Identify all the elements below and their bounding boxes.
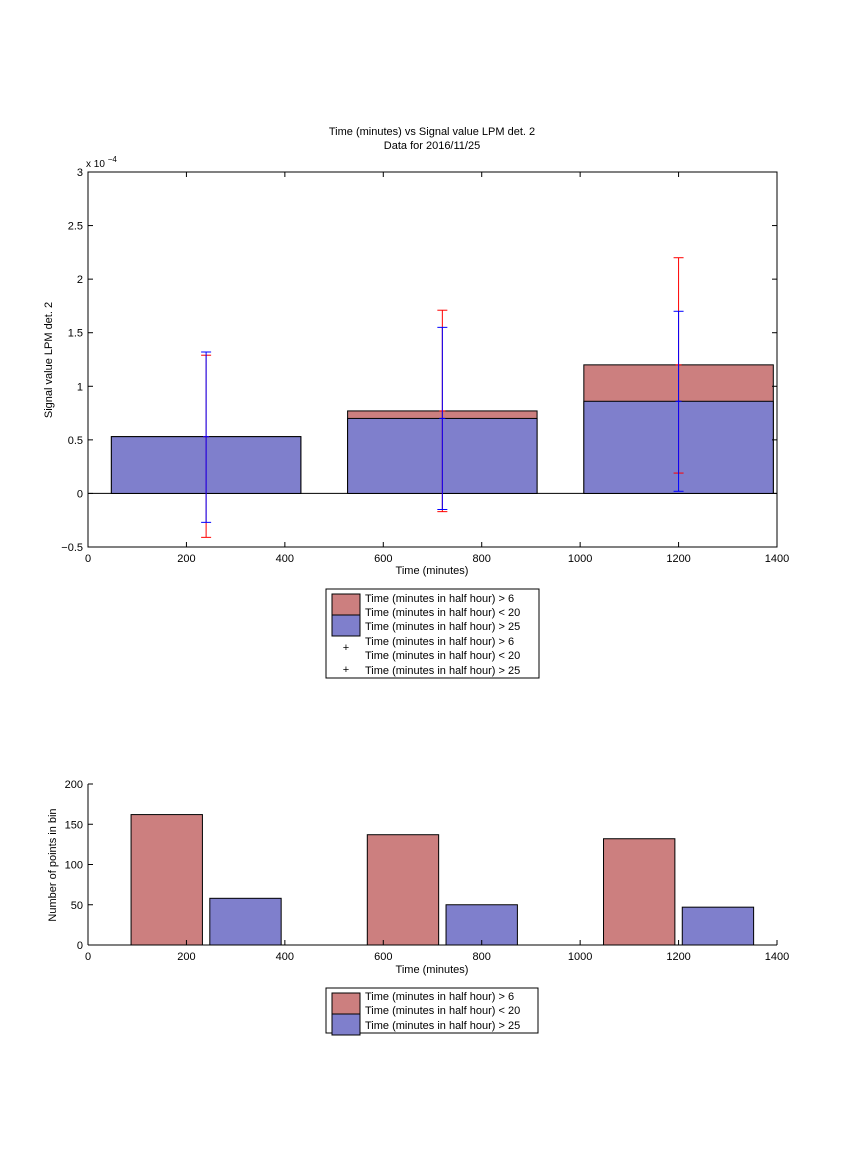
legend1-marker-blue: + — [343, 664, 349, 676]
legend1-entry-4: Time (minutes in half hour) > 6 — [365, 636, 514, 648]
chart1-subtitle: Data for 2016/11/25 — [384, 140, 480, 152]
chart1-xtick-label-4: 800 — [473, 553, 491, 565]
legend1-entry-5: Time (minutes in half hour) < 20 — [365, 650, 520, 662]
chart2-ytick-label-3: 150 — [65, 819, 83, 831]
chart2-bars — [130, 814, 755, 946]
chart1-exponent-power: −4 — [108, 155, 118, 164]
legend1-entry-1: Time (minutes in half hour) > 6 — [365, 593, 514, 605]
chart1-xtick-label-6: 1200 — [666, 553, 690, 565]
chart1-ytick-label-0: −0.5 — [61, 542, 83, 554]
chart1-ticks: 0 200 400 600 800 1000 1200 1400−0.500.511.522.… — [61, 167, 789, 565]
chart2-ytick-label-0: 0 — [77, 940, 83, 952]
chart1-xlabel: Time (minutes) — [396, 565, 469, 577]
chart2-xtick-label-0: 0 — [85, 951, 91, 963]
chart2-bar-s2-3 — [681, 906, 755, 946]
chart2-ytick-label-4: 200 — [65, 779, 83, 791]
chart1-ytick-label-6: 2.5 — [68, 221, 83, 233]
chart1-errorbars — [201, 257, 684, 538]
chart1-exponent-label: x 10 −4 — [86, 155, 117, 170]
chart2-legend: Time (minutes in half hour) > 6 Time (mi… — [325, 987, 539, 1036]
legend1-entry-6: Time (minutes in half hour) > 25 — [365, 665, 520, 677]
chart2-ytick-label-1: 50 — [71, 900, 83, 912]
chart1-xtick-label-3: 600 — [374, 553, 392, 565]
chart2-ytick-label-2: 100 — [65, 860, 83, 872]
count-chart: 0 200 400 600 800 1000 1200 1400 0 50 100 150 200 Ti… — [47, 779, 790, 1036]
chart2-bar-s1-2 — [366, 834, 440, 946]
chart1-xtick-label-2: 400 — [276, 553, 294, 565]
chart2-xtick-label-5: 1000 — [568, 951, 592, 963]
legend1-swatch-red — [331, 593, 361, 616]
chart2-xlabel: Time (minutes) — [396, 964, 469, 976]
chart1-ytick-label-5: 2 — [77, 274, 83, 286]
chart2-legend-box — [325, 987, 539, 1034]
chart2-xtick-label-2: 400 — [276, 951, 294, 963]
chart1-xtick-label-1: 200 — [177, 553, 195, 565]
legend1-entry-2: Time (minutes in half hour) < 20 — [365, 607, 520, 619]
chart1-ytick-label-3: 1 — [77, 381, 83, 393]
legend1-marker-red: + — [343, 642, 349, 654]
chart2-xtick-label-6: 1200 — [666, 951, 690, 963]
legend2-entry-3: Time (minutes in half hour) > 25 — [365, 1020, 520, 1032]
chart1-ytick-label-2: 0.5 — [68, 435, 83, 447]
chart1-ytick-label-1: 0 — [77, 488, 83, 500]
chart1-plot-frame — [87, 171, 778, 548]
legend1-swatch-blue — [331, 614, 361, 637]
chart2-xtick-label-3: 600 — [374, 951, 392, 963]
signal-chart: Time (minutes) vs Signal value LPM det. … — [43, 126, 789, 679]
chart2-bar-s2-2 — [445, 904, 518, 946]
chart1-legend: + + Time (minutes in half hour) > 6 Time… — [325, 588, 540, 679]
legend2-entry-2: Time (minutes in half hour) < 20 — [365, 1005, 520, 1017]
chart1-exponent-base: x 10 — [86, 159, 105, 170]
chart2-xtick-label-4: 800 — [473, 951, 491, 963]
chart1-ytick-label-4: 1.5 — [68, 328, 83, 340]
chart1-ytick-label-7: 3 — [77, 167, 83, 179]
chart1-legend-box — [325, 588, 540, 679]
chart1-xtick-label-0: 0 — [85, 553, 91, 565]
legend2-swatch-red — [331, 992, 361, 1015]
legend1-entry-3: Time (minutes in half hour) > 25 — [365, 621, 520, 633]
chart2-bar-s1-3 — [603, 838, 676, 946]
chart2-ticks: 0 200 400 600 800 1000 1200 1400 0 50 100 150 200 — [65, 779, 790, 963]
chart2-xtick-label-7: 1400 — [765, 951, 789, 963]
chart2-xtick-label-1: 200 — [177, 951, 195, 963]
chart1-xtick-label-5: 1000 — [568, 553, 592, 565]
chart2-bar-s1-1 — [130, 814, 203, 946]
legend2-swatch-blue — [331, 1013, 361, 1036]
chart1-xtick-label-7: 1400 — [765, 553, 789, 565]
chart2-ylabel: Number of points in bin — [47, 808, 59, 921]
chart1-ylabel: Signal value LPM det. 2 — [43, 302, 55, 418]
chart2-bar-s2-1 — [209, 897, 282, 946]
chart1-title: Time (minutes) vs Signal value LPM det. … — [329, 126, 535, 138]
legend2-entry-1: Time (minutes in half hour) > 6 — [365, 991, 514, 1003]
